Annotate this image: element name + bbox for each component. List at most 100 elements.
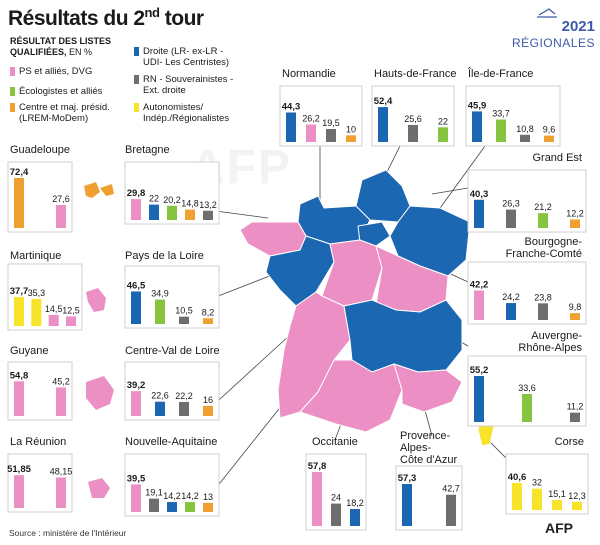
bar-label-hauts-de-france-1: 52,4 [374,96,393,107]
bar-label-pays-de-la-loire-3: 10,5 [175,306,193,316]
bar-ile-de-france-2 [496,119,506,142]
bar-label-bretagne-3: 20,2 [163,195,181,205]
region-label-bourgogne-franche-comte: Bourgogne- [525,236,583,248]
bar-provence-alpes-cote-d-azur-1 [402,483,412,526]
region-auvergne-rhone-alpes [343,299,463,373]
bar-bretagne-3 [167,205,177,220]
legend-label-autonomistes: Autonomistes/ [143,102,204,113]
region-label-grand-est: Grand Est [532,152,582,164]
bar-label-la-reunion-1: 51,85 [7,464,31,475]
chart-box-grand-est [467,169,587,233]
bar-bourgogne-franche-comte-2 [506,303,516,320]
bar-label-nouvelle-aquitaine-1: 39,5 [127,473,146,484]
region-label-occitanie: Occitanie [312,436,358,448]
bar-label-occitanie-2: 24 [331,493,341,503]
bar-martinique-3 [48,314,59,326]
bar-label-ile-de-france-1: 45,9 [468,100,487,111]
legend-item-eco: Écologistes et alliés [10,86,102,97]
bar-label-bretagne-1: 29,8 [127,188,146,199]
bar-hauts-de-france-2 [408,124,418,142]
logo-subtitle: RÉGIONALES [511,36,595,50]
legend-heading-line1: RÉSULTAT DES LISTES [10,36,112,46]
bar-label-pays-de-la-loire-4: 8,2 [202,307,215,317]
bar-normandie-1 [286,112,296,142]
bar-label-normandie-4: 10 [346,124,356,134]
bar-corse-1 [512,482,522,510]
bar-pays-de-la-loire-3 [179,316,189,324]
bar-hauts-de-france-3 [438,127,448,142]
source-note: Source : ministère de l'Intérieur [9,528,127,538]
guyane-shape [86,376,114,410]
bar-grand-est-4 [570,219,580,228]
bar-label-bretagne-4: 14,8 [181,199,199,209]
title-rest: tour [159,7,204,30]
bar-nouvelle-aquitaine-2 [149,498,159,512]
legend-item-rn: RN - Souverainistes - Ext. droite [134,74,233,96]
region-label-provence-alpes-cote-d-azur-1: Alpes- [400,442,432,454]
legend-swatch-rn [134,75,139,84]
region-label-auvergne-rhone-alpes: Auvergne- [531,330,582,342]
bar-guadeloupe-2 [56,205,66,228]
bar-label-martinique-2: 35,3 [28,288,46,298]
bar-label-corse-2: 32 [532,478,542,488]
legend-label-centre-2: (LREM-MoDem) [19,113,89,124]
bar-label-grand-est-4: 12,2 [566,208,584,218]
legend-label-rn: RN - Souverainistes - [143,74,234,85]
region-centre-val-de-loire [321,239,383,307]
bar-label-guadeloupe-1: 72,4 [10,167,29,178]
bar-label-nouvelle-aquitaine-5: 13 [203,492,213,502]
bar-ile-de-france-1 [472,111,482,142]
bar-label-grand-est-1: 40,3 [470,189,489,200]
ballot-box-icon [537,8,557,18]
bar-label-hauts-de-france-3: 22 [438,116,448,126]
bar-bourgogne-franche-comte-1 [474,290,484,320]
legend-label-centre: Centre et maj. présid. [19,102,110,113]
bar-label-hauts-de-france-2: 25,6 [404,114,422,124]
chart-box-bourgogne-franche-comte [467,261,587,325]
bar-label-ile-de-france-2: 33,7 [492,109,510,119]
legend-item-ps: PS et alliés, DVG [10,66,92,77]
bar-nouvelle-aquitaine-3 [167,502,177,512]
region-label-la-reunion: La Réunion [10,436,66,448]
bar-bretagne-4 [185,209,195,220]
bar-label-pays-de-la-loire-2: 34,9 [151,289,169,299]
region-paca [393,363,463,413]
bar-auvergne-rhone-alpes-1 [474,376,484,422]
region-label-normandie: Normandie [282,68,336,80]
legend-item-centre: Centre et maj. présid. (LREM-MoDem) [10,102,110,124]
bar-pays-de-la-loire-4 [203,318,213,324]
bar-guyane-2 [56,387,66,416]
bar-label-corse-3: 15,1 [548,489,566,499]
bar-normandie-3 [326,129,336,142]
title-sup: nd [144,5,160,20]
legend-unit: EN % [66,47,93,57]
legend-item-autonomistes: Autonomistes/Indép./Régionalistes [134,102,229,124]
bar-nouvelle-aquitaine-4 [185,502,195,512]
bar-label-ile-de-france-3: 10,8 [516,124,534,134]
bar-corse-3 [552,499,562,510]
bar-hauts-de-france-1 [378,107,388,142]
legend-heading: RÉSULTAT DES LISTES QUALIFIÉES, EN % [10,36,130,58]
bar-provence-alpes-cote-d-azur-2 [446,494,456,526]
bar-grand-est-2 [506,209,516,228]
bar-label-guadeloupe-2: 27,6 [52,194,70,204]
bar-label-centre-val-de-loire-4: 16 [203,395,213,405]
legend-swatch-autonomistes [134,103,139,112]
legend: RÉSULTAT DES LISTES QUALIFIÉES, EN % PS … [10,36,262,128]
bar-occitanie-3 [350,509,360,526]
bar-label-nouvelle-aquitaine-2: 19,1 [145,488,163,498]
region-label-centre-val-de-loire: Centre-Val de Loire [125,345,220,357]
bar-label-pays-de-la-loire-1: 46,5 [127,280,146,291]
region-label-guyane: Guyane [10,345,49,357]
page-title: Résultats du 2nd tour [8,5,204,31]
bar-label-bretagne-2: 22 [149,194,159,204]
logo-year: 2021 [561,18,595,35]
bar-ile-de-france-3 [520,134,530,142]
bar-label-occitanie-3: 18,2 [346,498,364,508]
bar-label-corse-4: 12,3 [568,491,586,501]
bar-pays-de-la-loire-1 [131,291,141,324]
title-main: Résultats du 2 [8,7,145,30]
bar-auvergne-rhone-alpes-2 [522,394,532,422]
bar-occitanie-1 [312,472,322,526]
bar-label-occitanie-1: 57,8 [308,461,327,472]
